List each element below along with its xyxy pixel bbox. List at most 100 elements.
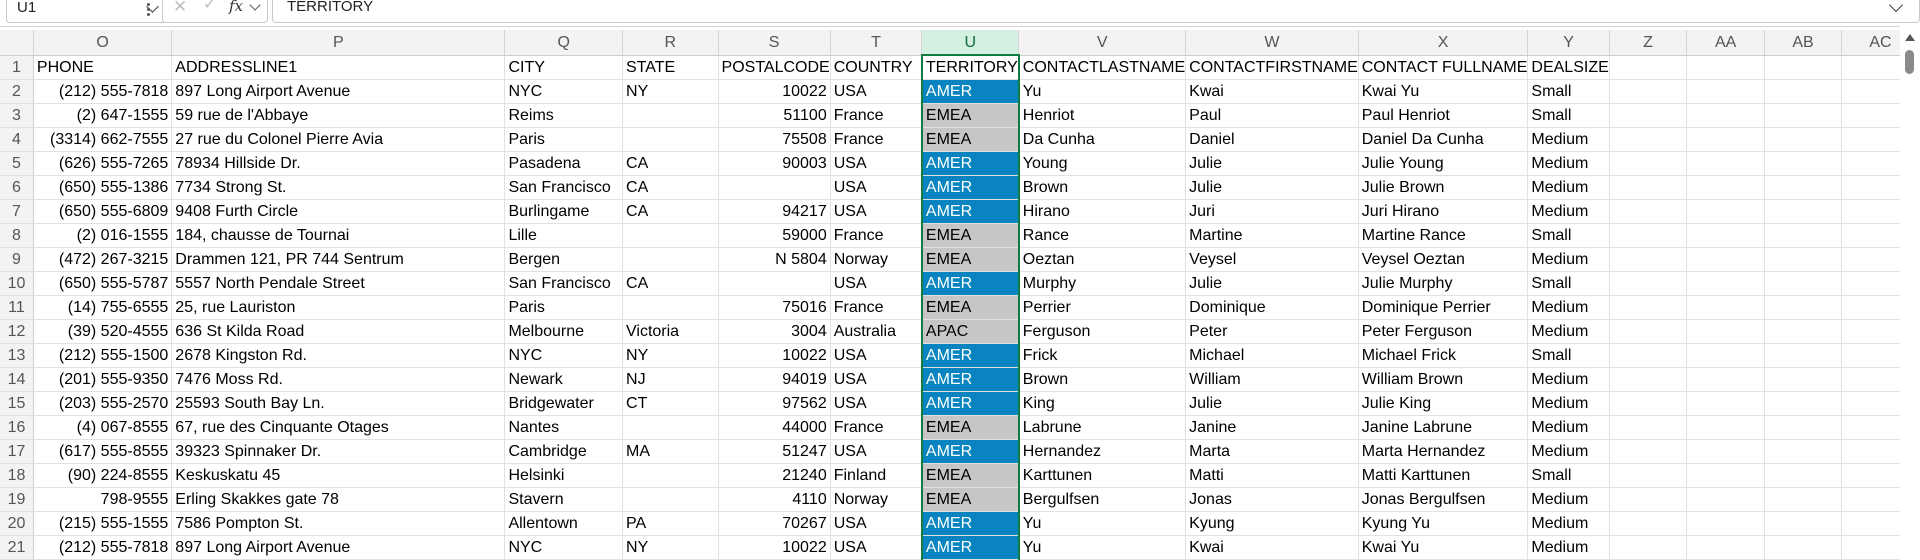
cell-first[interactable]: Juri	[1185, 199, 1359, 224]
cell-state[interactable]: PA	[622, 511, 719, 536]
cell-address[interactable]: 5557 North Pendale Street	[171, 271, 506, 296]
cell-address[interactable]: 7734 Strong St.	[171, 175, 506, 200]
row-header[interactable]: 9	[0, 247, 34, 272]
empty-cell[interactable]	[1764, 223, 1842, 248]
cell-postal[interactable]: 94217	[718, 199, 831, 224]
empty-cell[interactable]	[1686, 223, 1766, 248]
cell-deal[interactable]: Medium	[1527, 487, 1610, 512]
cell-phone[interactable]: (2) 016-1555	[33, 223, 173, 248]
empty-cell[interactable]	[1764, 103, 1842, 128]
cell-full[interactable]: Michael Frick	[1358, 343, 1529, 368]
cell-deal[interactable]: Medium	[1527, 511, 1610, 536]
cell-territory[interactable]: EMEA	[920, 415, 1020, 440]
cell-last[interactable]: Yu	[1018, 535, 1187, 560]
empty-cell[interactable]	[1686, 151, 1766, 176]
cell-last[interactable]: Bergulfsen	[1018, 487, 1187, 512]
cell-first[interactable]: Jonas	[1185, 487, 1359, 512]
cell-last[interactable]: Brown	[1018, 367, 1187, 392]
column-header-s[interactable]: S	[718, 30, 831, 56]
empty-cell[interactable]	[1764, 247, 1842, 272]
cell-address[interactable]: 78934 Hillside Dr.	[171, 151, 506, 176]
cell-state[interactable]: Victoria	[622, 319, 719, 344]
cell-postal[interactable]: 21240	[718, 463, 831, 488]
column-header-ab[interactable]: AB	[1764, 30, 1842, 56]
cell-postal[interactable]: 10022	[718, 79, 831, 104]
empty-cell[interactable]	[1609, 391, 1688, 416]
cell-last[interactable]: Oeztan	[1018, 247, 1187, 272]
cell-phone[interactable]: (650) 555-5787	[33, 271, 173, 296]
cell-postal[interactable]: 51247	[718, 439, 831, 464]
cell-last[interactable]: Brown	[1018, 175, 1187, 200]
cell-deal[interactable]: Medium	[1527, 247, 1610, 272]
scroll-thumb[interactable]	[1905, 50, 1914, 74]
cell-city[interactable]: Burlingame	[504, 199, 624, 224]
empty-cell[interactable]	[1764, 79, 1842, 104]
empty-cell[interactable]	[1764, 487, 1842, 512]
cell-postal[interactable]: 70267	[718, 511, 831, 536]
empty-cell[interactable]	[1609, 463, 1688, 488]
cell-first[interactable]: Martine	[1185, 223, 1359, 248]
cell-territory[interactable]: APAC	[920, 319, 1020, 344]
cell-city[interactable]: Stavern	[504, 487, 624, 512]
cell-postal[interactable]	[718, 175, 831, 200]
row-header[interactable]: 15	[0, 391, 34, 416]
cell-territory[interactable]: AMER	[920, 175, 1020, 200]
expand-formula-bar-icon[interactable]	[1888, 0, 1904, 13]
cell-first[interactable]: Kwai	[1185, 535, 1359, 560]
cell-last[interactable]: Yu	[1018, 511, 1187, 536]
cell-city[interactable]: NYC	[504, 535, 624, 560]
cell-territory[interactable]: AMER	[920, 367, 1020, 392]
cell-first[interactable]: Paul	[1185, 103, 1359, 128]
cell-deal[interactable]: Small	[1527, 103, 1610, 128]
cell-first[interactable]: Daniel	[1185, 127, 1359, 152]
cell-postal[interactable]: N 5804	[718, 247, 831, 272]
cell-postal[interactable]: 97562	[718, 391, 831, 416]
cell-state[interactable]	[622, 247, 719, 272]
cell-territory[interactable]: EMEA	[920, 127, 1020, 152]
cell-country[interactable]: USA	[830, 151, 923, 176]
row-header[interactable]: 11	[0, 295, 34, 320]
row-header[interactable]: 14	[0, 367, 34, 392]
empty-cell[interactable]	[1609, 319, 1688, 344]
cell-city[interactable]: Cambridge	[504, 439, 624, 464]
cell-territory[interactable]: EMEA	[920, 463, 1020, 488]
empty-cell[interactable]	[1764, 511, 1842, 536]
row-header[interactable]: 5	[0, 151, 34, 176]
empty-cell[interactable]	[1686, 535, 1766, 560]
column-header-t[interactable]: T	[830, 30, 923, 56]
cell-phone[interactable]: (201) 555-9350	[33, 367, 173, 392]
cell-address[interactable]: 7476 Moss Rd.	[171, 367, 506, 392]
cell-country[interactable]: USA	[830, 511, 923, 536]
empty-cell[interactable]	[1609, 199, 1688, 224]
cell-territory[interactable]: AMER	[920, 535, 1020, 560]
cell-territory[interactable]: EMEA	[920, 223, 1020, 248]
empty-cell[interactable]	[1609, 223, 1688, 248]
cell-full[interactable]: Juri Hirano	[1358, 199, 1529, 224]
cell-territory[interactable]: AMER	[920, 439, 1020, 464]
cell-first[interactable]: CONTACTFIRSTNAME	[1185, 55, 1359, 80]
cell-city[interactable]: Paris	[504, 127, 624, 152]
empty-cell[interactable]	[1609, 295, 1688, 320]
cell-full[interactable]: Julie Young	[1358, 151, 1529, 176]
cell-city[interactable]: Reims	[504, 103, 624, 128]
empty-cell[interactable]	[1686, 127, 1766, 152]
cell-address[interactable]: 184, chausse de Tournai	[171, 223, 506, 248]
empty-cell[interactable]	[1686, 511, 1766, 536]
cell-first[interactable]: Michael	[1185, 343, 1359, 368]
cell-full[interactable]: Daniel Da Cunha	[1358, 127, 1529, 152]
cell-territory[interactable]: AMER	[920, 199, 1020, 224]
cell-state[interactable]	[622, 295, 719, 320]
cell-address[interactable]: 897 Long Airport Avenue	[171, 79, 506, 104]
empty-cell[interactable]	[1686, 247, 1766, 272]
cell-postal[interactable]: 44000	[718, 415, 831, 440]
empty-cell[interactable]	[1686, 319, 1766, 344]
name-box[interactable]: U1	[6, 0, 166, 23]
cell-deal[interactable]: Medium	[1527, 535, 1610, 560]
cell-territory[interactable]: AMER	[920, 343, 1020, 368]
empty-cell[interactable]	[1609, 415, 1688, 440]
cell-state[interactable]	[622, 103, 719, 128]
cell-country[interactable]: Norway	[830, 487, 923, 512]
cell-city[interactable]: Bridgewater	[504, 391, 624, 416]
cell-city[interactable]: San Francisco	[504, 175, 624, 200]
cell-full[interactable]: William Brown	[1358, 367, 1529, 392]
